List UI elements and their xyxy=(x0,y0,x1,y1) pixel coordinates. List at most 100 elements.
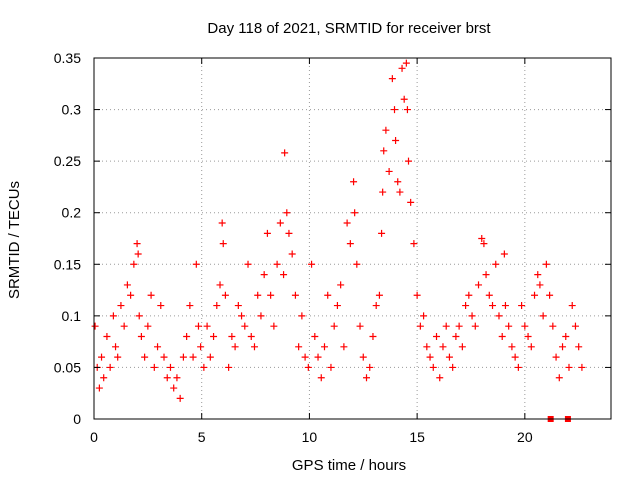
data-point xyxy=(298,312,306,320)
data-point xyxy=(337,281,345,289)
data-point xyxy=(505,322,513,330)
data-point xyxy=(170,384,178,392)
data-point xyxy=(433,332,441,340)
data-points xyxy=(91,59,586,402)
data-point xyxy=(542,260,550,268)
data-point xyxy=(452,332,460,340)
data-point xyxy=(112,343,120,351)
data-point xyxy=(135,312,143,320)
data-point xyxy=(359,353,367,361)
data-point xyxy=(333,302,341,310)
data-point xyxy=(147,291,155,299)
data-point xyxy=(492,260,500,268)
data-point xyxy=(356,322,364,330)
data-point xyxy=(568,302,576,310)
data-point xyxy=(263,229,271,237)
y-tick-label: 0.15 xyxy=(54,256,81,272)
data-point xyxy=(394,178,402,186)
data-point xyxy=(308,260,316,268)
data-point xyxy=(449,363,457,371)
data-point xyxy=(133,240,141,248)
data-point xyxy=(343,219,351,227)
data-point xyxy=(134,250,142,258)
data-point xyxy=(311,332,319,340)
chart-title: Day 118 of 2021, SRMTID for receiver brs… xyxy=(207,20,491,37)
data-point xyxy=(273,260,281,268)
y-tick-label: 0.05 xyxy=(54,359,81,375)
data-point xyxy=(301,353,309,361)
data-point xyxy=(183,332,191,340)
data-point xyxy=(426,353,434,361)
data-point xyxy=(218,219,226,227)
data-point xyxy=(320,343,328,351)
data-point xyxy=(485,291,493,299)
data-point xyxy=(288,250,296,258)
data-point xyxy=(482,271,490,279)
data-point xyxy=(578,363,586,371)
data-point xyxy=(213,302,221,310)
data-point xyxy=(407,198,415,206)
data-point xyxy=(396,188,404,196)
data-point xyxy=(194,322,202,330)
data-point xyxy=(565,363,573,371)
data-point xyxy=(508,343,516,351)
data-point xyxy=(458,343,466,351)
data-point xyxy=(475,281,483,289)
data-point xyxy=(163,374,171,382)
data-point xyxy=(379,188,387,196)
data-point xyxy=(351,209,359,217)
data-point xyxy=(176,394,184,402)
data-point xyxy=(403,106,411,114)
data-point xyxy=(534,271,542,279)
data-point xyxy=(363,374,371,382)
y-tick-label: 0.2 xyxy=(62,205,82,221)
data-point xyxy=(455,322,463,330)
data-point xyxy=(257,312,265,320)
data-point xyxy=(117,302,125,310)
data-point xyxy=(489,302,497,310)
data-point xyxy=(150,363,158,371)
data-point xyxy=(562,332,570,340)
data-point xyxy=(575,343,583,351)
data-point xyxy=(216,281,224,289)
data-point xyxy=(283,209,291,217)
data-point xyxy=(173,374,181,382)
data-point xyxy=(531,291,539,299)
data-point xyxy=(120,322,128,330)
data-point xyxy=(103,332,111,340)
data-point xyxy=(392,137,400,145)
data-point xyxy=(378,229,386,237)
data-point xyxy=(330,322,338,330)
data-point xyxy=(382,126,390,134)
data-point xyxy=(238,312,246,320)
data-point xyxy=(130,260,138,268)
data-point xyxy=(521,322,529,330)
grid-lines xyxy=(94,58,611,419)
data-point xyxy=(380,147,388,155)
x-tick-label: 10 xyxy=(302,429,318,445)
data-point xyxy=(109,312,117,320)
data-point xyxy=(219,240,227,248)
data-point xyxy=(400,95,408,103)
x-tick-label: 20 xyxy=(517,429,533,445)
data-point xyxy=(166,363,174,371)
data-point xyxy=(413,291,421,299)
y-tick-label: 0.25 xyxy=(54,153,81,169)
data-point xyxy=(189,353,197,361)
data-point xyxy=(571,322,579,330)
x-tick-label: 0 xyxy=(90,429,98,445)
data-point xyxy=(160,353,168,361)
data-point xyxy=(346,240,354,248)
data-point xyxy=(369,332,377,340)
data-point xyxy=(200,363,208,371)
data-point xyxy=(405,157,413,165)
data-point xyxy=(234,302,242,310)
data-point xyxy=(154,343,162,351)
data-point xyxy=(498,332,506,340)
data-point xyxy=(304,363,312,371)
axis-ticks: 0 5 10 15 20 0 0.05 0.1 0.15 0.2 0.25 0.3 0.35 xyxy=(54,50,611,445)
data-point xyxy=(317,374,325,382)
data-point xyxy=(186,302,194,310)
data-point xyxy=(398,64,406,72)
data-point xyxy=(247,332,255,340)
